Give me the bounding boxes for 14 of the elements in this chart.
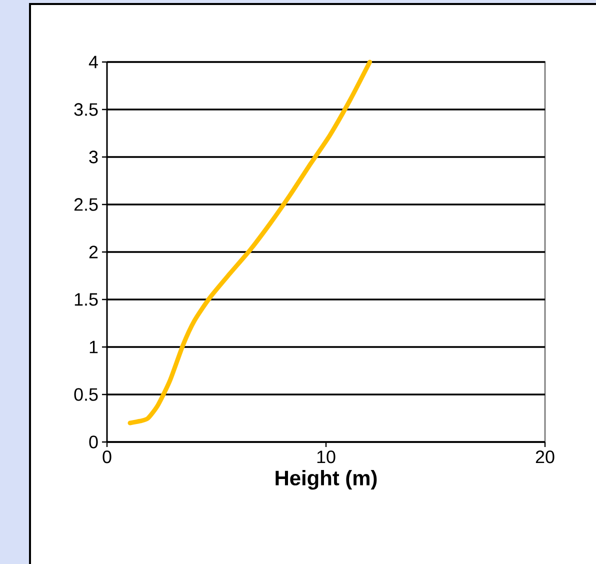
x-tick-label: 0 (102, 450, 112, 464)
y-tick-label: 1 (90, 340, 98, 354)
y-tick-label: 0.5 (74, 388, 98, 401)
x-tick-label: 20 (536, 450, 554, 464)
x-axis-title: Height (m) (276, 470, 377, 490)
y-tick-label: 4 (88, 56, 98, 68)
y-tick-label: 3.5 (74, 103, 98, 116)
line-series (128, 60, 372, 426)
y-tick-label: 3 (89, 150, 98, 164)
y-tick-label: 0 (89, 436, 98, 448)
y-tick-label: 2.5 (74, 198, 98, 211)
y-tick-label: 1.5 (74, 293, 98, 306)
x-tick-label: 10 (317, 450, 336, 464)
y-tick-label: 2 (89, 246, 98, 258)
